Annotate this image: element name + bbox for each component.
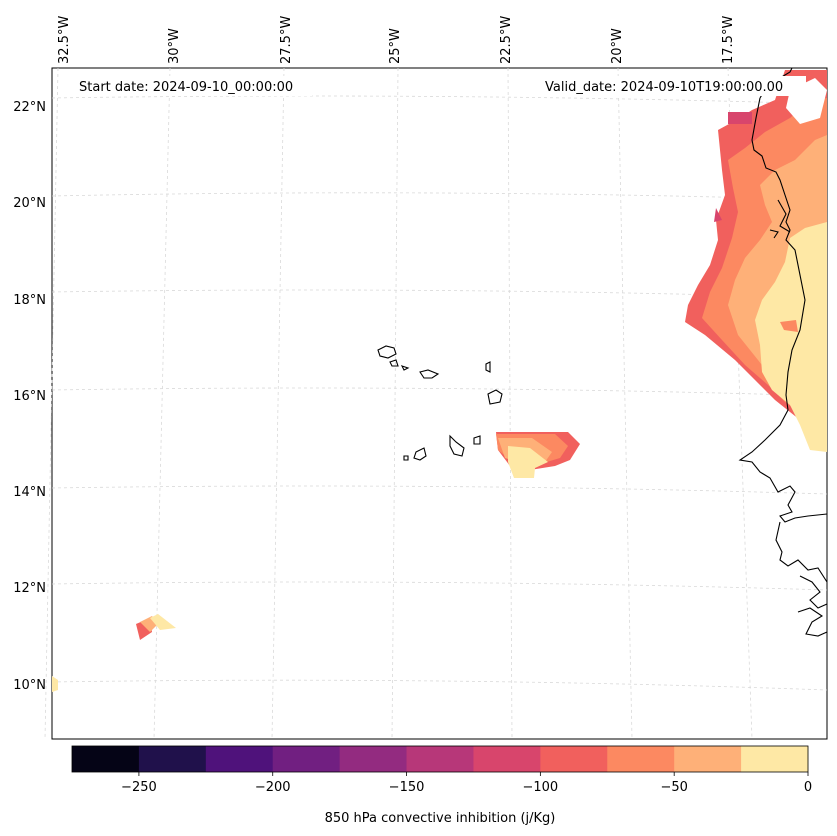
lat-label: 16°N: [13, 389, 46, 404]
longitude-labels: 32.5°W 30°W 27.5°W 25°W 22.5°W 20°W 17.5…: [57, 16, 736, 64]
colorbar-tick-label: −200: [255, 780, 291, 795]
valid-date-label: Valid_date: 2024-09-10T19:00:00.00: [545, 80, 783, 95]
lon-label: 30°W: [167, 28, 182, 64]
lat-label: 20°N: [13, 196, 46, 211]
lat-label: 12°N: [13, 581, 46, 596]
colorbar-tick-label: 0: [804, 780, 812, 795]
colorbar-frame: [71, 745, 809, 773]
cin-field-coast: [685, 70, 827, 452]
lat-label: 10°N: [13, 678, 46, 693]
colorbar-swatch: [339, 746, 408, 772]
colorbar-tick-label: −50: [660, 780, 687, 795]
cin-band-25-0: [755, 222, 827, 452]
lon-label: 27.5°W: [279, 16, 294, 64]
colorbar: −250 −200 −150 −100 −50 0 850 hPa convective …: [71, 745, 812, 826]
colorbar-label: 850 hPa convective inhibition (j/Kg): [325, 811, 556, 826]
colorbar-tick-label: −100: [523, 780, 559, 795]
lat-label: 14°N: [13, 485, 46, 500]
lon-label: 22.5°W: [499, 16, 514, 64]
coastline: [377, 67, 828, 637]
colorbar-swatch: [138, 746, 207, 772]
colorbar-tick-label: −250: [121, 780, 157, 795]
colorbar-swatch: [540, 746, 608, 772]
colorbar-swatch: [72, 746, 140, 772]
colorbar-swatch: [473, 746, 541, 772]
colorbar-swatch: [272, 746, 341, 772]
colorbar-swatch: [205, 746, 274, 772]
colorbar-tick-label: −150: [389, 780, 425, 795]
lon-label: 25°W: [388, 28, 403, 64]
graticule: [44, 67, 828, 740]
valid-date-box: [540, 76, 806, 96]
colorbar-swatch: [741, 746, 809, 772]
latitude-labels: 22°N 20°N 18°N 16°N 14°N 12°N 10°N: [13, 100, 46, 693]
lon-label: 32.5°W: [57, 16, 72, 64]
colorbar-swatch: [607, 746, 675, 772]
lon-label: 20°W: [610, 28, 625, 64]
lat-label: 22°N: [13, 100, 46, 115]
start-date-box: [74, 76, 312, 96]
lat-label: 18°N: [13, 293, 46, 308]
start-date-label: Start date: 2024-09-10_00:00:00: [79, 80, 293, 95]
map-panel: [51, 67, 828, 740]
colorbar-swatch: [674, 746, 742, 772]
colorbar-swatch: [406, 746, 474, 772]
cin-field-small-patches: [52, 614, 176, 692]
lon-label: 17.5°W: [721, 16, 736, 64]
cin-field-capeverde: [496, 432, 580, 478]
